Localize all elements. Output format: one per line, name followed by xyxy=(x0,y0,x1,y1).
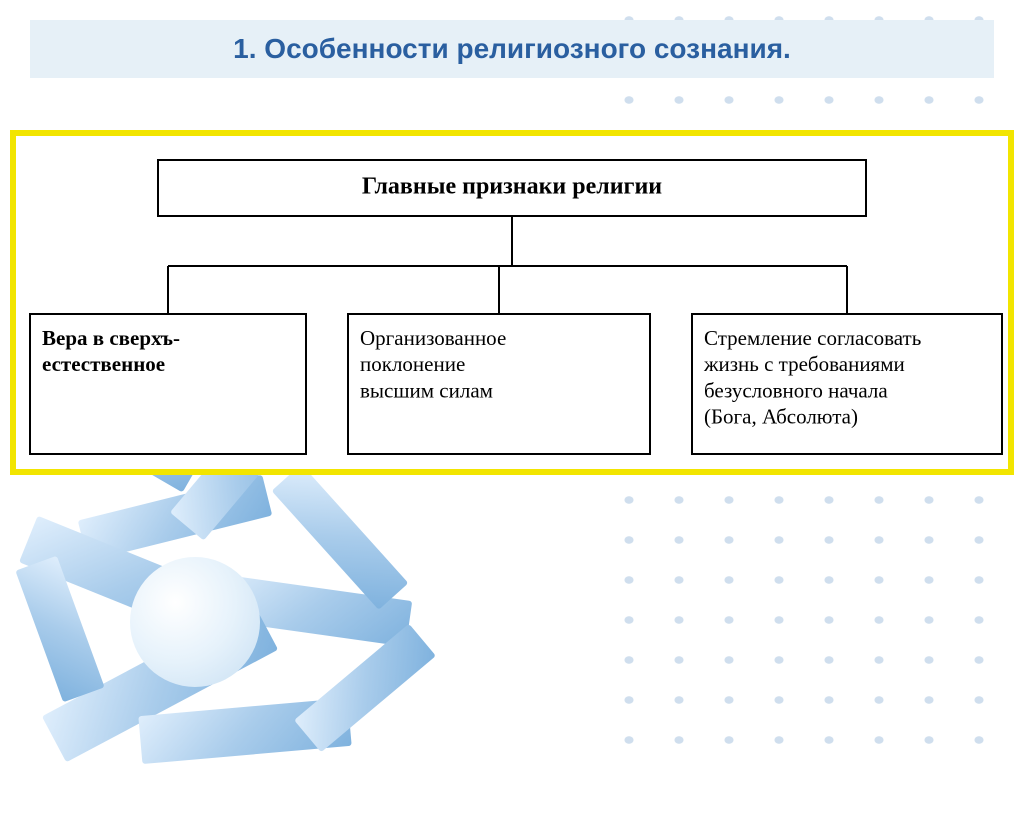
svg-text:поклонение: поклонение xyxy=(360,352,465,376)
svg-text:высшим силам: высшим силам xyxy=(360,378,493,402)
svg-text:Организованное: Организованное xyxy=(360,326,506,350)
svg-text:Вера в сверхъ-: Вера в сверхъ- xyxy=(42,326,180,350)
svg-text:жизнь с требованиями: жизнь с требованиями xyxy=(703,352,905,376)
svg-text:безусловного начала: безусловного начала xyxy=(704,378,888,402)
tree-diagram: Главные признаки религии Вера в сверхъ-ес… xyxy=(16,136,1008,469)
svg-text:естественное: естественное xyxy=(42,352,165,376)
diagram-panel: Главные признаки религии Вера в сверхъ-ес… xyxy=(10,130,1014,475)
slide-title: 1. Особенности религиозного сознания. xyxy=(233,33,791,65)
slide-title-bar: 1. Особенности религиозного сознания. xyxy=(30,20,994,78)
svg-text:Главные признаки религии: Главные признаки религии xyxy=(362,174,662,200)
svg-text:(Бога, Абсолюта): (Бога, Абсолюта) xyxy=(704,405,858,429)
svg-text:Стремление согласовать: Стремление согласовать xyxy=(704,326,921,350)
